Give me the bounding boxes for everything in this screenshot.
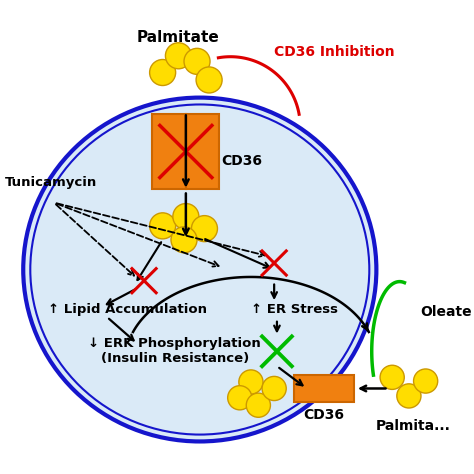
Circle shape xyxy=(165,43,191,69)
Text: Palmitate: Palmitate xyxy=(137,30,220,45)
Circle shape xyxy=(173,203,199,229)
Bar xyxy=(153,114,186,189)
Text: ↑ Lipid Accumulation: ↑ Lipid Accumulation xyxy=(48,303,207,316)
Circle shape xyxy=(171,227,197,253)
Circle shape xyxy=(184,48,210,74)
Text: Tunicamycin: Tunicamycin xyxy=(5,176,97,189)
Circle shape xyxy=(380,365,404,390)
Text: Oleate: Oleate xyxy=(420,305,472,319)
Text: ↑ ER Stress: ↑ ER Stress xyxy=(251,303,338,316)
Text: CD36: CD36 xyxy=(303,408,344,421)
Bar xyxy=(294,374,354,402)
Text: Palmita...: Palmita... xyxy=(376,419,451,433)
Circle shape xyxy=(246,393,271,417)
Circle shape xyxy=(191,216,218,242)
Circle shape xyxy=(196,67,222,93)
Text: CD36 Inhibition: CD36 Inhibition xyxy=(274,45,395,59)
Bar xyxy=(186,114,219,189)
Circle shape xyxy=(150,60,176,85)
Circle shape xyxy=(397,384,421,408)
Circle shape xyxy=(262,376,286,401)
Text: ↓ ERK Phosphorylation
(Insulin Resistance): ↓ ERK Phosphorylation (Insulin Resistanc… xyxy=(88,337,261,365)
Ellipse shape xyxy=(23,98,376,441)
Circle shape xyxy=(228,386,252,410)
Text: CD36: CD36 xyxy=(221,154,262,168)
Circle shape xyxy=(413,369,438,393)
Circle shape xyxy=(150,213,176,239)
Circle shape xyxy=(239,370,263,394)
